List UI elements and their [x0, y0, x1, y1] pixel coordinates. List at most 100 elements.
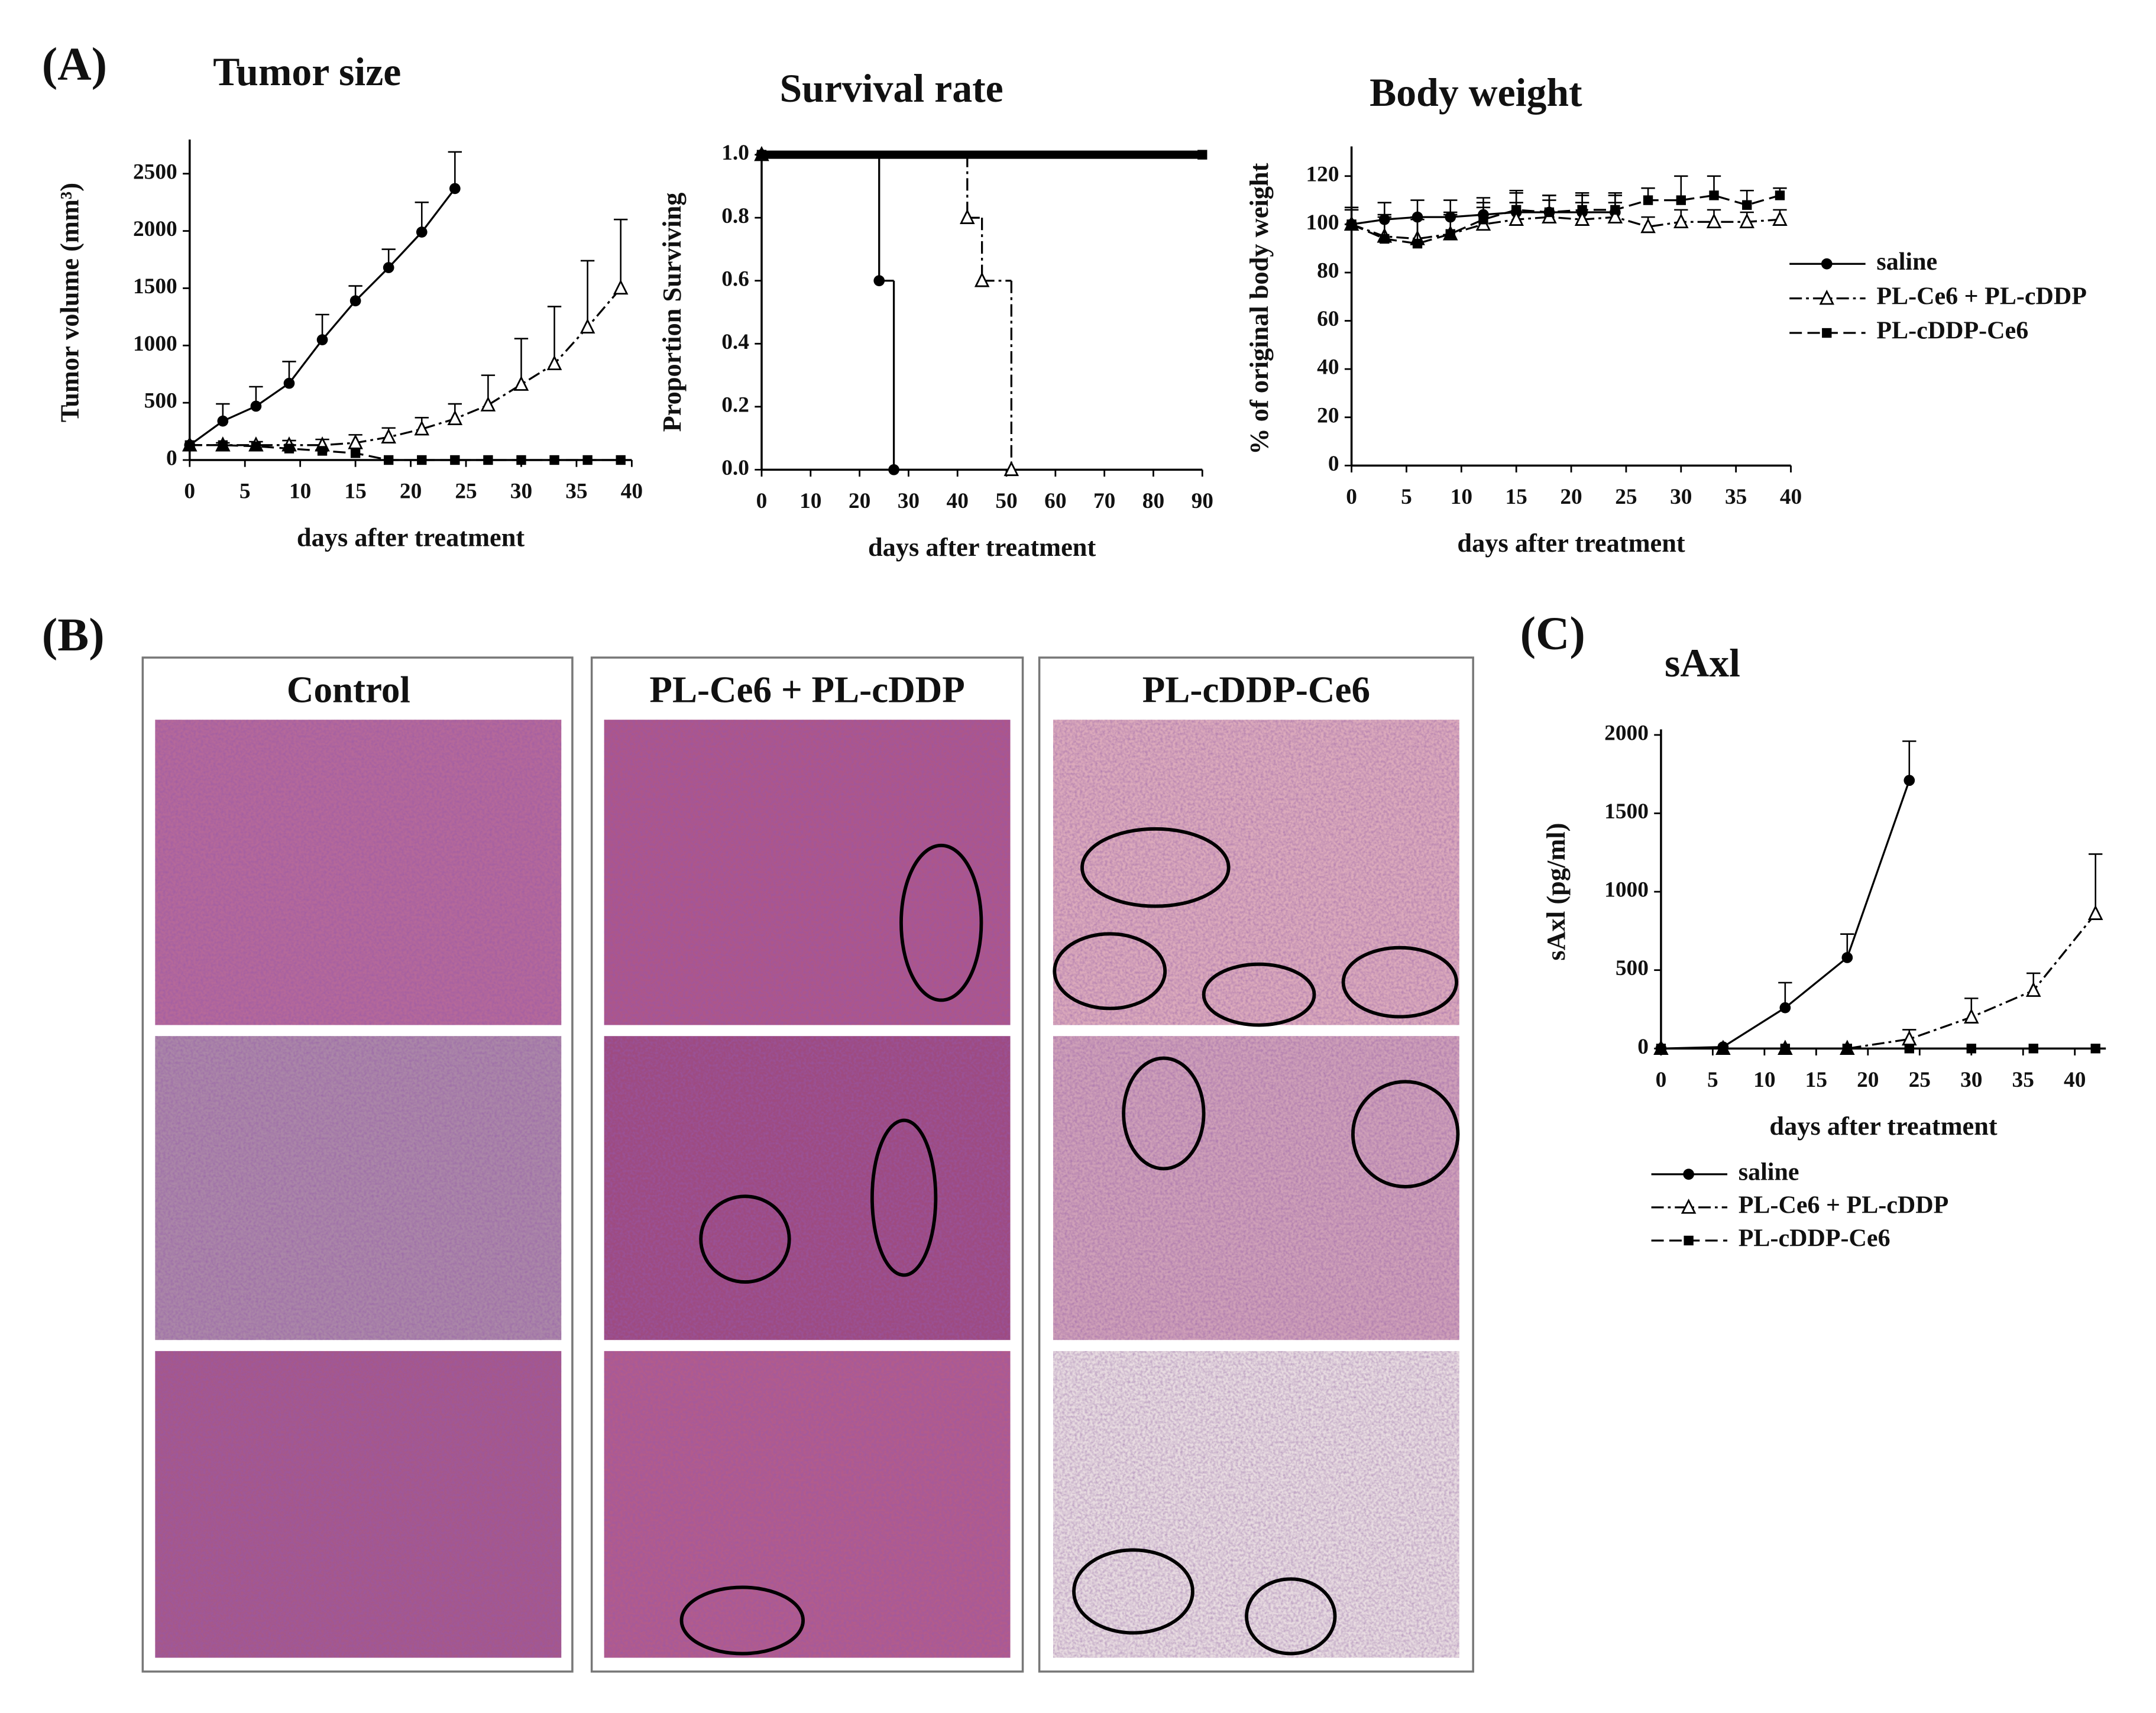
annotation-ellipse: [699, 1194, 791, 1284]
y-tick-label: 0: [1637, 1035, 1649, 1059]
annotation-ellipse: [899, 843, 983, 1002]
x-tick-label: 35: [2012, 1068, 2034, 1092]
x-tick-label: 80: [1142, 489, 1164, 513]
marker: [1779, 1002, 1791, 1013]
marker: [1511, 205, 1521, 215]
marker: [2087, 905, 2103, 920]
marker: [1544, 207, 1555, 218]
marker: [516, 455, 526, 465]
marker: [250, 400, 262, 412]
x-tick-label: 0: [1656, 1068, 1667, 1092]
marker: [1963, 1008, 1979, 1024]
histology-image: [604, 1036, 1011, 1340]
panel-label: (B): [42, 609, 105, 661]
marker: [1684, 1235, 1694, 1246]
y-axis-label: Tumor volume (mm³): [54, 183, 84, 422]
annotation-ellipse: [870, 1118, 938, 1277]
histology-image: [604, 1351, 1011, 1658]
legend-label: PL-cDDP-Ce6: [1739, 1225, 1890, 1252]
y-tick-label: 0.4: [721, 330, 749, 354]
marker: [546, 355, 562, 371]
marker: [2025, 982, 2041, 997]
legend-label: saline: [1876, 248, 1937, 276]
annotation-ellipse: [1245, 1577, 1337, 1656]
marker: [350, 448, 361, 458]
x-tick-label: 5: [1401, 485, 1412, 509]
x-tick-label: 40: [947, 489, 969, 513]
x-tick-label: 25: [455, 480, 477, 504]
marker: [251, 441, 261, 451]
chart-title: sAxl: [1665, 641, 1740, 685]
y-tick-label: 0.6: [721, 267, 749, 291]
marker: [1780, 1044, 1791, 1054]
y-tick-label: 2500: [133, 160, 177, 184]
y-tick-label: 0: [1328, 452, 1339, 476]
y-tick-label: 0.2: [721, 393, 749, 417]
histology-image: [604, 720, 1011, 1025]
marker: [1380, 234, 1390, 244]
x-tick-label: 90: [1192, 489, 1213, 513]
x-tick-label: 20: [1560, 485, 1582, 509]
series-line: [189, 444, 621, 461]
marker: [381, 428, 396, 443]
y-tick-label: 1000: [1604, 878, 1649, 902]
chart: Tumor size days after treatment Tumor volu…: [54, 50, 643, 552]
y-tick-label: 80: [1317, 259, 1339, 283]
legend-label: PL-Ce6 + PL-cDDP: [1876, 283, 2087, 310]
marker: [888, 464, 899, 475]
marker: [1742, 200, 1752, 210]
y-tick-label: 2000: [1604, 721, 1649, 745]
x-axis-label: days after treatment: [1769, 1111, 1998, 1141]
marker: [1508, 211, 1524, 226]
marker: [1739, 213, 1755, 229]
histology-frame: [590, 656, 1024, 1673]
marker: [582, 455, 593, 465]
x-tick-label: 0: [1346, 485, 1357, 509]
marker: [317, 446, 328, 456]
histology-image: [1053, 1036, 1459, 1340]
y-tick-label: 500: [144, 389, 177, 413]
x-tick-label: 15: [344, 480, 366, 504]
y-tick-label: 20: [1317, 403, 1339, 428]
x-tick-label: 40: [1780, 485, 1802, 509]
marker: [1822, 328, 1832, 338]
y-tick-label: 0.0: [721, 456, 749, 480]
panel-label: (A): [42, 38, 107, 90]
y-tick-label: 1500: [1604, 799, 1649, 824]
marker: [580, 318, 595, 334]
marker: [1842, 1044, 1853, 1054]
marker: [1683, 1168, 1694, 1180]
marker: [1673, 213, 1689, 229]
annotation-ellipse: [1072, 1548, 1194, 1635]
histology-frame: [1038, 656, 1474, 1673]
x-tick-label: 5: [1707, 1068, 1718, 1092]
marker: [450, 455, 460, 465]
marker: [1681, 1199, 1697, 1214]
y-tick-label: 1000: [133, 332, 177, 356]
x-tick-label: 50: [995, 489, 1017, 513]
x-tick-label: 15: [1805, 1068, 1827, 1092]
x-tick-label: 10: [1753, 1068, 1775, 1092]
marker: [960, 209, 975, 224]
y-axis-label: sAxl (pg/ml): [1541, 823, 1571, 961]
marker: [483, 455, 493, 465]
x-tick-label: 60: [1044, 489, 1066, 513]
series-line: [1351, 216, 1781, 240]
marker: [513, 375, 529, 391]
x-tick-label: 35: [1725, 485, 1747, 509]
x-tick-label: 20: [849, 489, 870, 513]
chart: sAxl days after treatment sAxl (pg/ml) 0 5 10…: [1541, 641, 2106, 1252]
marker: [1841, 952, 1853, 963]
x-axis-label: days after treatment: [297, 523, 525, 552]
y-tick-label: 0.8: [721, 204, 749, 228]
marker: [2028, 1044, 2038, 1054]
annotation-ellipse: [1351, 1080, 1460, 1189]
marker: [1966, 1044, 1976, 1054]
marker: [613, 279, 629, 295]
marker: [1412, 238, 1423, 249]
x-tick-label: 25: [1615, 485, 1637, 509]
y-tick-label: 0: [166, 446, 177, 471]
marker: [1772, 211, 1788, 226]
legend-label: PL-cDDP-Ce6: [1876, 318, 2028, 345]
